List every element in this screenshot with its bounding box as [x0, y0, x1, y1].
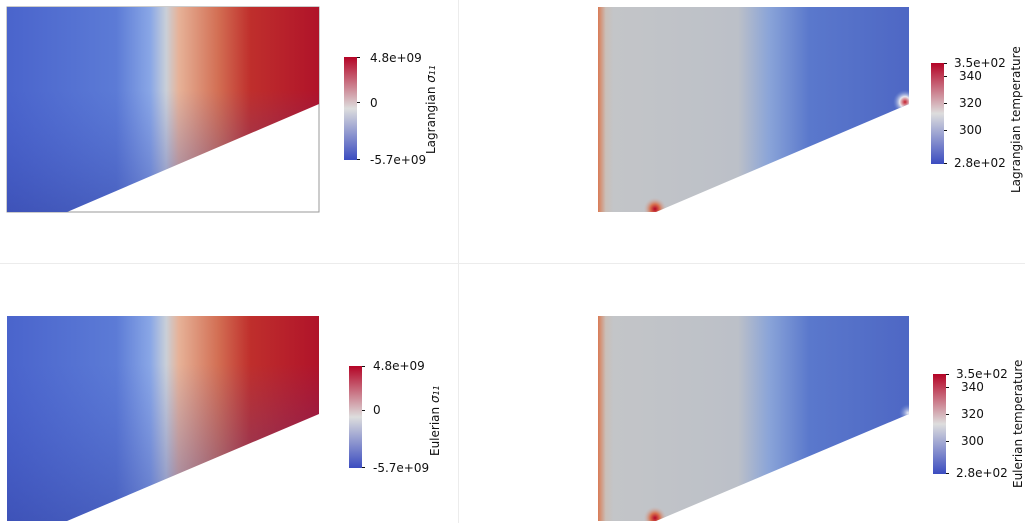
- colorbar-title: Lagrangian σ11: [424, 64, 438, 154]
- colorbar-title: Lagrangian temperature: [1009, 46, 1023, 193]
- colorbar-min-label: -5.7e+09: [373, 461, 430, 475]
- colorbar-zero-label: 0: [373, 403, 381, 417]
- lagrangian-stress-colorbar: [344, 57, 360, 160]
- view-lagrangian-stress[interactable]: 4.8e+09 0 -5.7e+09 Lagrangian σ11: [0, 0, 458, 263]
- colorbar-tick-340: 340: [961, 380, 984, 394]
- stress-shading: [7, 7, 319, 212]
- colorbar-tick-300: 300: [961, 434, 984, 448]
- lagrangian-temperature-plot: [598, 7, 909, 212]
- view-eulerian-stress[interactable]: 4.8e+09 0 -5.7e+09 Eulerian σ11: [0, 264, 458, 523]
- colorbar-max-label: 4.8e+09: [370, 51, 422, 65]
- lagrangian-temperature-colorbar: [931, 63, 947, 164]
- eulerian-stress-plot: [7, 316, 319, 521]
- view-divider-horizontal[interactable]: [0, 263, 1025, 264]
- colorbar-title: Eulerian temperature: [1011, 359, 1025, 488]
- colorbar-tick-320: 320: [961, 407, 984, 421]
- lagrangian-stress-plot: [6, 6, 320, 213]
- eulerian-temperature-plot: [598, 316, 909, 521]
- colorbar-title: Eulerian σ11: [428, 385, 442, 456]
- view-lagrangian-temperature[interactable]: 3.5e+02 340 320 300 2.8e+02 Lagrangian t…: [459, 0, 1025, 263]
- stress-shading: [7, 316, 319, 521]
- hot-spot-edge: [598, 7, 909, 212]
- eulerian-stress-colorbar: [349, 366, 365, 468]
- eulerian-temperature-colorbar: [933, 374, 949, 474]
- hot-spot-edge: [598, 316, 909, 521]
- colorbar-tick-340: 340: [959, 69, 982, 83]
- colorbar-tick-300: 300: [959, 123, 982, 137]
- view-eulerian-temperature[interactable]: 3.5e+02 340 320 300 2.8e+02 Eulerian tem…: [459, 264, 1025, 523]
- colorbar-min-label: 2.8e+02: [954, 156, 1006, 170]
- colorbar-zero-label: 0: [370, 96, 378, 110]
- colorbar-min-label: 2.8e+02: [956, 466, 1008, 480]
- colorbar-max-label: 4.8e+09: [373, 359, 425, 373]
- colorbar-max-label: 3.5e+02: [956, 367, 1008, 381]
- colorbar-max-label: 3.5e+02: [954, 56, 1006, 70]
- colorbar-tick-320: 320: [959, 96, 982, 110]
- colorbar-min-label: -5.7e+09: [370, 153, 427, 167]
- view-divider-vertical[interactable]: [458, 0, 459, 523]
